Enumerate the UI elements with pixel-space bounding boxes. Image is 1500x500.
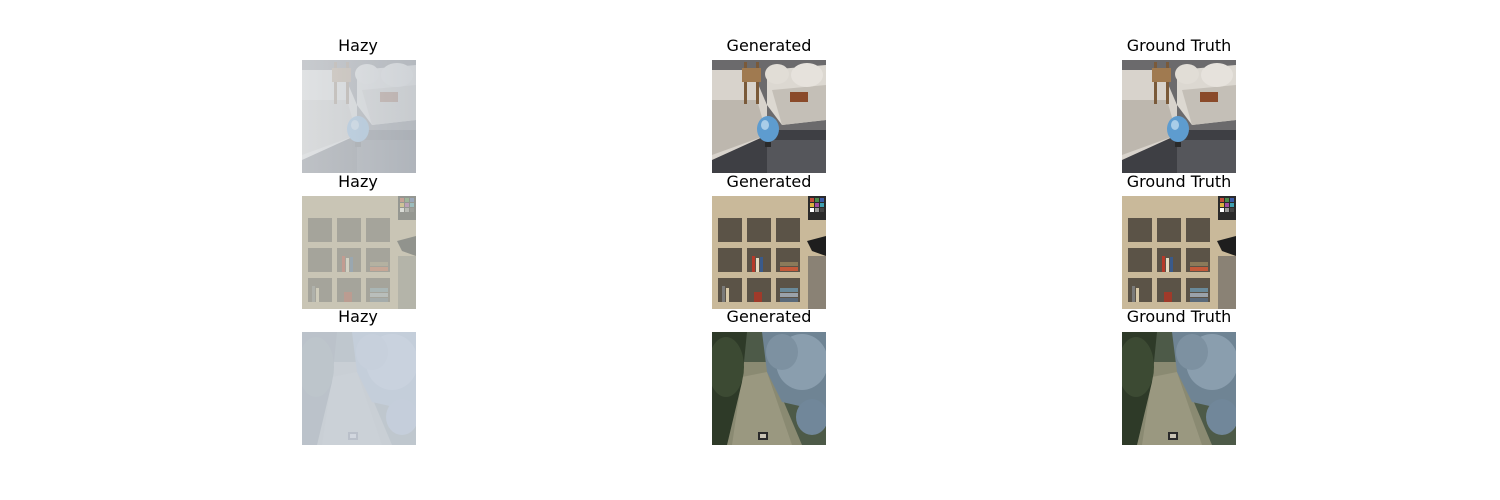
generated-image-row-2: [712, 196, 826, 309]
ground-truth-title-row-2: Ground Truth: [1126, 172, 1232, 191]
hazy-title-row-1: Hazy: [338, 36, 378, 55]
hazy-image-row-3: [302, 332, 416, 445]
ground-truth-image-row-3: [1122, 332, 1236, 445]
hazy-image-row-1: [302, 60, 416, 173]
ground-truth-image-row-2: [1122, 196, 1236, 309]
ground-truth-image-row-1: [1122, 60, 1236, 173]
hazy-image-row-2: [302, 196, 416, 309]
generated-title-row-1: Generated: [726, 36, 812, 55]
ground-truth-title-row-1: Ground Truth: [1126, 36, 1232, 55]
generated-image-row-3: [712, 332, 826, 445]
hazy-title-row-2: Hazy: [338, 172, 378, 191]
generated-image-row-1: [712, 60, 826, 173]
hazy-title-row-3: Hazy: [338, 307, 378, 326]
generated-title-row-2: Generated: [726, 172, 812, 191]
generated-title-row-3: Generated: [726, 307, 812, 326]
ground-truth-title-row-3: Ground Truth: [1126, 307, 1232, 326]
